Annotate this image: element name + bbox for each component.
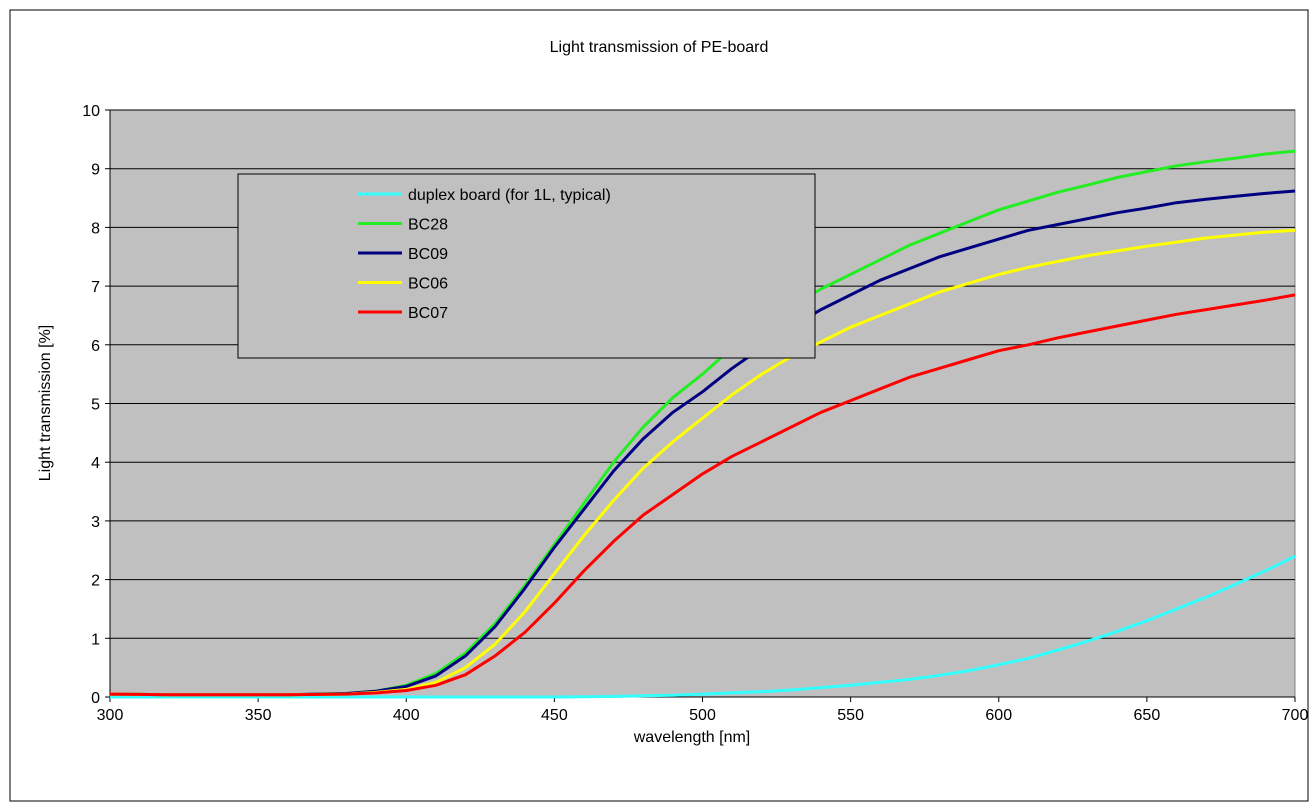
- x-tick-label: 650: [1134, 707, 1161, 724]
- x-tick-label: 400: [393, 707, 420, 724]
- y-tick-label: 7: [91, 279, 100, 296]
- legend-label-1: BC28: [408, 217, 448, 234]
- x-tick-label: 550: [837, 707, 864, 724]
- x-tick-label: 500: [689, 707, 716, 724]
- y-tick-label: 9: [91, 162, 100, 179]
- y-tick-label: 5: [91, 397, 100, 414]
- y-tick-label: 0: [91, 690, 100, 707]
- chart-title: Light transmission of PE-board: [550, 39, 769, 56]
- legend-box: [237, 173, 816, 359]
- y-axis-label: Light transmission [%]: [37, 325, 54, 482]
- y-tick-label: 3: [91, 514, 100, 531]
- tick-labels: 0 1 2 3 4 5 6 7 8 9 10 300 350 400 450 500 550 600 650 700: [82, 103, 1308, 724]
- legend-label-2: BC09: [408, 246, 448, 263]
- x-tick-label: 300: [97, 707, 124, 724]
- y-tick-label: 1: [91, 631, 100, 648]
- series-line-4: [109, 293, 1296, 697]
- series-line-0: [110, 554, 1296, 699]
- legend-label-4: BC07: [408, 305, 448, 322]
- y-tick-label: 4: [91, 455, 100, 472]
- legend-label-0: duplex board (for 1L, typical): [408, 187, 611, 204]
- x-axis-label: wavelength [nm]: [633, 729, 751, 746]
- x-tick-label: 600: [985, 707, 1012, 724]
- y-tick-label: 10: [82, 103, 100, 120]
- legend: duplex board (for 1L, typical) BC28 BC09 BC…: [237, 173, 816, 359]
- x-tick-label: 700: [1282, 707, 1309, 724]
- x-tick-label: 350: [245, 707, 272, 724]
- legend-label-3: BC06: [408, 276, 448, 293]
- x-tick-label: 450: [541, 707, 568, 724]
- y-tick-label: 2: [91, 573, 100, 590]
- y-tick-label: 6: [91, 338, 100, 355]
- y-tick-label: 8: [91, 220, 100, 237]
